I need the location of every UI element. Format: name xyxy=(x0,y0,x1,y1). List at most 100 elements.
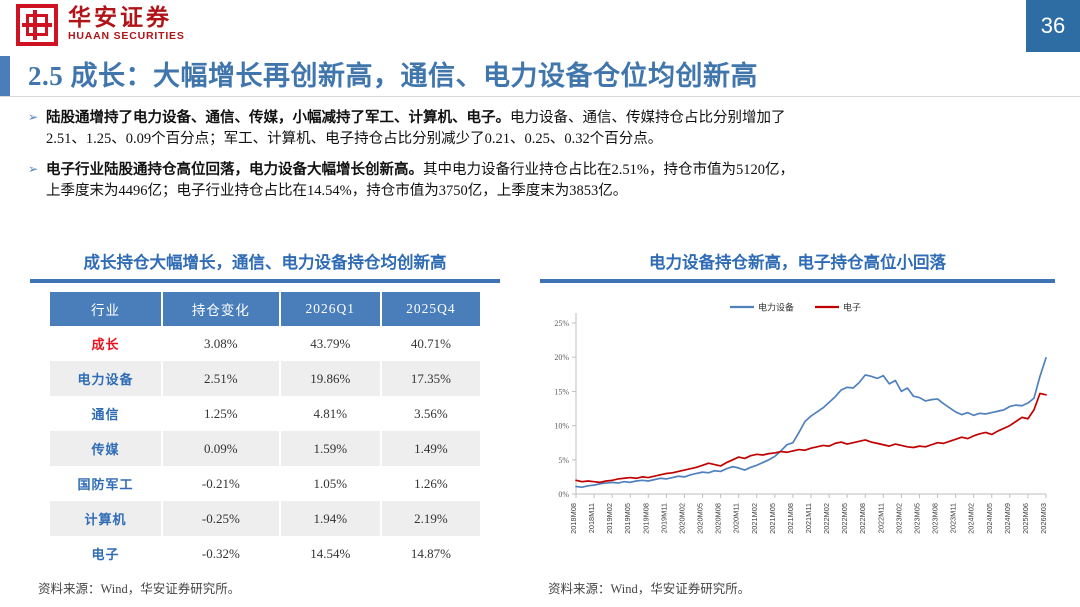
cell-2025q4: 17.35% xyxy=(380,361,480,396)
table-row: 成长 3.08% 43.79% 40.71% xyxy=(50,326,480,361)
col-2026q1: 2026Q1 xyxy=(279,292,382,326)
x-tick-label: 2019M05 xyxy=(623,503,632,534)
legend-label-2: 电子 xyxy=(843,302,861,313)
y-tick-label: 0% xyxy=(558,490,569,499)
section-title-bar: 2.5 成长：大幅增长再创新高，通信、电力设备仓位均创新高 xyxy=(0,52,1080,96)
brand-name-en: HUAAN SECURITIES xyxy=(68,30,185,43)
cell-2026q1: 4.81% xyxy=(279,396,382,431)
bullet-line-2: 2.51、1.25、0.09个百分点；军工、计算机、电子持仓占比分别减少了0.2… xyxy=(46,131,663,147)
list-item: ➢ 电子行业陆股通持仓高位回落，电力设备大幅增长创新高。其中电力设备行业持仓占比… xyxy=(28,160,1054,202)
x-tick-label: 2020M11 xyxy=(732,503,741,533)
y-tick-label: 10% xyxy=(554,422,569,431)
legend-label-1: 电力设备 xyxy=(758,302,794,313)
left-panel-rule xyxy=(30,279,500,283)
page-title: 2.5 成长：大幅增长再创新高，通信、电力设备仓位均创新高 xyxy=(28,61,758,91)
cell-change: -0.32% xyxy=(161,536,281,571)
col-industry: 行业 xyxy=(50,292,163,326)
right-panel-title: 电力设备持仓新高，电子持仓高位小回落 xyxy=(649,253,946,272)
cell-change: -0.21% xyxy=(161,466,281,501)
cell-industry: 电力设备 xyxy=(50,361,163,396)
cell-change: 1.25% xyxy=(161,396,281,431)
left-source-note: 资料来源：Wind，华安证券研究所。 xyxy=(38,582,241,596)
title-divider xyxy=(0,96,1080,97)
table-row: 国防军工 -0.21% 1.05% 1.26% xyxy=(50,466,480,501)
bullet-line-1: 电子行业陆股通持仓高位回落，电力设备大幅增长创新高。其中电力设备行业持仓占比在2… xyxy=(46,160,1054,181)
x-tick-label: 2019M08 xyxy=(641,503,650,534)
cell-change: 3.08% xyxy=(161,326,281,361)
y-tick-label: 15% xyxy=(554,387,569,396)
x-tick-label: 2018M11 xyxy=(587,503,596,533)
bullet-list: ➢ 陆股通增持了电力设备、通信、传媒，小幅减持了军工、计算机、电子。电力设备、通… xyxy=(28,108,1054,212)
bullet-arrow-icon: ➢ xyxy=(28,162,39,176)
x-tick-label: 2024M09 xyxy=(1003,503,1012,534)
cell-2025q4: 14.87% xyxy=(410,545,451,561)
list-item: ➢ 陆股通增持了电力设备、通信、传媒，小幅减持了军工、计算机、电子。电力设备、通… xyxy=(28,108,1054,150)
cell-2026q1: 1.94% xyxy=(279,501,382,536)
series-line-1 xyxy=(575,357,1047,489)
cell-industry: 计算机 xyxy=(50,501,163,536)
cell-2026q1: 1.59% xyxy=(279,431,382,466)
col-change: 持仓变化 xyxy=(161,292,281,326)
table-row: 电子 -0.32% 14.54% 14.87% xyxy=(50,536,480,571)
x-tick-label: 2019M11 xyxy=(659,503,668,533)
brand-name-cn: 华安证券 xyxy=(68,5,172,31)
x-tick-label: 2022M08 xyxy=(858,503,867,534)
series-line-2 xyxy=(575,392,1047,484)
x-tick-label: 2020M05 xyxy=(696,503,705,534)
y-tick-label: 5% xyxy=(558,456,569,465)
x-tick-label: 2018M08 xyxy=(569,503,578,534)
title-accent-bar xyxy=(0,56,10,96)
cell-2025q4: 3.56% xyxy=(414,405,448,421)
cell-2025q4: 40.71% xyxy=(410,335,451,351)
page-header: 华安证券 HUAAN SECURITIES 36 xyxy=(0,0,1080,52)
bullet-line-1: 陆股通增持了电力设备、通信、传媒，小幅减持了军工、计算机、电子。电力设备、通信、… xyxy=(46,108,1054,129)
x-tick-label: 2020M02 xyxy=(677,503,686,534)
x-tick-label: 2020M08 xyxy=(714,503,723,534)
chart-svg: 0% 5% 10% 15% 20% 25% 2018M08 2018M11 2019M02 201… xyxy=(554,302,1048,534)
bullet-lead: 陆股通增持了电力设备、通信、传媒，小幅减持了军工、计算机、电子。 xyxy=(46,110,510,126)
cell-2025q4: 1.49% xyxy=(380,431,480,466)
cell-2025q4: 1.26% xyxy=(414,475,448,491)
right-panel: 电力设备持仓新高，电子持仓高位小回落 0% 5% 10% 15% 20% 25% 2018M… xyxy=(540,252,1055,579)
table-row: 传媒 0.09% 1.59% 1.49% xyxy=(50,431,480,466)
x-tick-label: 2025M06 xyxy=(1021,503,1030,534)
table-row: 通信 1.25% 4.81% 3.56% xyxy=(50,396,480,431)
huaan-logo-icon xyxy=(16,4,58,46)
x-tick-label: 2023M11 xyxy=(949,503,958,533)
cell-industry: 传媒 xyxy=(50,431,163,466)
holdings-table: 行业 持仓变化 2026Q1 2025Q4 成长 3.08% 43.79% 40.71… xyxy=(50,292,480,571)
x-tick-label: 2021M08 xyxy=(786,503,795,534)
cell-change: 0.09% xyxy=(161,431,281,466)
y-tick-label: 25% xyxy=(554,319,569,328)
bullet-rest: 电力设备、通信、传媒持仓占比分别增加了 xyxy=(510,110,786,126)
cell-industry: 国防军工 xyxy=(50,466,163,501)
cell-industry: 通信 xyxy=(50,396,163,431)
bullet-lead: 电子行业陆股通持仓高位回落，电力设备大幅增长创新高。 xyxy=(46,162,423,178)
x-tick-label: 2021M02 xyxy=(750,503,759,534)
x-tick-label: 2024M05 xyxy=(985,503,994,534)
line-chart: 0% 5% 10% 15% 20% 25% 2018M08 2018M11 2019M02 201… xyxy=(540,289,1055,579)
cell-2026q1: 1.05% xyxy=(279,466,382,501)
x-tick-label: 2024M02 xyxy=(967,503,976,534)
cell-2026q1: 19.86% xyxy=(279,361,382,396)
col-2025q4: 2025Q4 xyxy=(380,292,480,326)
left-panel-title: 成长持仓大幅增长，通信、电力设备持仓均创新高 xyxy=(83,253,447,272)
cell-industry: 电子 xyxy=(50,536,163,571)
cell-2026q1: 43.79% xyxy=(279,326,382,361)
x-tick-label: 2023M08 xyxy=(931,503,940,534)
right-panel-rule xyxy=(540,279,1055,283)
bullet-rest: 其中电力设备行业持仓占比在2.51%，持仓市值为5120亿， xyxy=(423,162,794,178)
bullet-arrow-icon: ➢ xyxy=(28,110,39,124)
x-tick-label: 2023M05 xyxy=(912,503,921,534)
cell-industry: 成长 xyxy=(50,326,163,361)
brand-logo: 华安证券 HUAAN SECURITIES xyxy=(16,4,185,46)
brand-text: 华安证券 HUAAN SECURITIES xyxy=(68,5,185,44)
table-row: 电力设备 2.51% 19.86% 17.35% xyxy=(50,361,480,396)
x-tick-label: 2022M11 xyxy=(876,503,885,533)
y-tick-label: 20% xyxy=(554,353,569,362)
table-row: 计算机 -0.25% 1.94% 2.19% xyxy=(50,501,480,536)
cell-change: 2.51% xyxy=(161,361,281,396)
x-tick-label: 2023M02 xyxy=(894,503,903,534)
x-tick-label: 2019M02 xyxy=(605,503,614,534)
x-tick-label: 2026M03 xyxy=(1039,503,1048,534)
